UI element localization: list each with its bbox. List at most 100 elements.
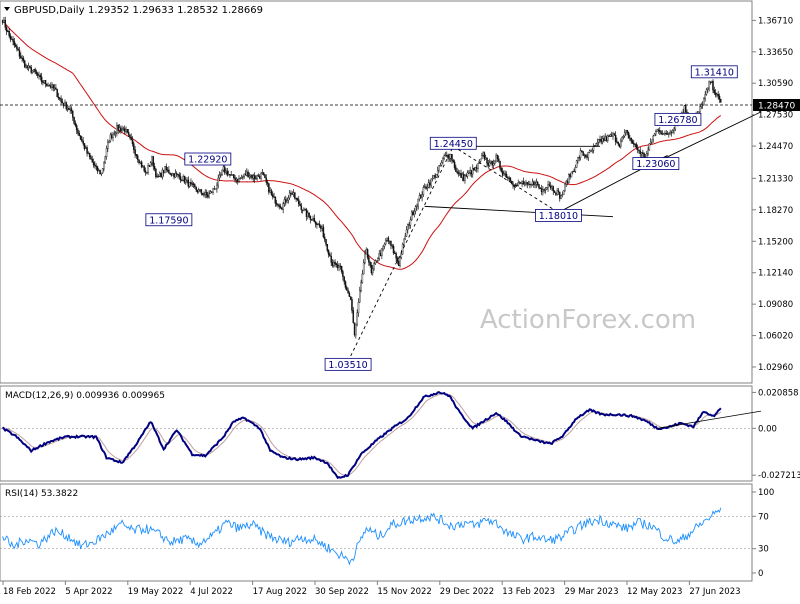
candle-body xyxy=(488,162,491,166)
macd-main-line xyxy=(1,391,722,480)
candle-body xyxy=(143,166,145,172)
candle-body xyxy=(700,104,703,107)
moving-average-line xyxy=(2,20,722,270)
candle-body xyxy=(126,129,129,133)
candle-body xyxy=(257,175,260,177)
trendline xyxy=(658,111,762,162)
candle-body xyxy=(490,160,492,163)
candle-body xyxy=(147,165,149,173)
candle-body xyxy=(633,143,635,145)
candle-body xyxy=(282,203,284,210)
date-tick-label: 17 Aug 2022 xyxy=(253,587,307,597)
candle-body xyxy=(95,165,97,167)
candle-body xyxy=(251,175,253,179)
candle-body xyxy=(647,149,649,154)
candle-body xyxy=(709,81,712,83)
candle-body xyxy=(500,167,503,172)
candle-body xyxy=(339,265,342,267)
candle-body xyxy=(107,141,109,149)
candle-body xyxy=(342,271,344,277)
candle-body xyxy=(609,134,612,137)
candle-body xyxy=(133,143,135,150)
candle-body xyxy=(178,174,181,177)
candle-body xyxy=(361,273,364,283)
dropdown-triangle-icon[interactable] xyxy=(4,7,10,11)
x-axis-layer: 18 Feb 2022 5 Apr 2022 19 May 2022 4 Jul 20… xyxy=(2,581,741,597)
candle-body xyxy=(260,173,262,179)
candle-body xyxy=(252,175,255,179)
candle-body xyxy=(400,253,403,258)
price-tick-label: 1.30590 xyxy=(758,79,793,89)
candle-body xyxy=(213,188,216,190)
candle-body xyxy=(384,240,387,245)
candle-body xyxy=(664,133,666,135)
candle-body xyxy=(522,181,525,185)
candle-body xyxy=(588,150,591,153)
candle-body xyxy=(420,195,422,198)
candle-body xyxy=(116,125,118,133)
candle-body xyxy=(255,178,257,180)
candle-body xyxy=(379,253,382,257)
candle-body xyxy=(378,253,380,259)
candle-body xyxy=(227,174,230,176)
price-tick-label: 1.15200 xyxy=(758,237,793,247)
candle-body xyxy=(521,181,523,184)
candle-body xyxy=(434,175,436,178)
candle-body xyxy=(153,166,156,170)
candle-body xyxy=(77,129,79,134)
candle-body xyxy=(701,104,704,106)
candle-body xyxy=(183,176,186,183)
candle-body xyxy=(307,212,309,217)
candle-body xyxy=(365,249,368,255)
candle-body xyxy=(209,191,212,195)
candle-body xyxy=(559,191,561,199)
candle-body xyxy=(566,181,569,183)
candle-body xyxy=(197,189,200,192)
price-annotation-label: 1.03510 xyxy=(328,360,367,371)
candle-body xyxy=(155,168,157,178)
candle-body xyxy=(474,167,477,171)
candle-body xyxy=(456,171,458,173)
candle-body xyxy=(162,169,165,174)
candle-body xyxy=(608,135,610,137)
candle-body xyxy=(499,160,501,169)
candle-body xyxy=(3,19,5,23)
candle-body xyxy=(469,170,471,173)
candle-body xyxy=(583,154,586,157)
candle-body xyxy=(296,198,299,200)
candle-body xyxy=(275,203,278,205)
candle-body xyxy=(330,256,332,263)
candle-body xyxy=(465,175,468,177)
candle-body xyxy=(259,176,261,179)
candle-body xyxy=(481,154,483,160)
price-annotation-box xyxy=(690,65,738,79)
candle-body xyxy=(299,203,301,206)
candle-body xyxy=(152,156,155,167)
candle-body xyxy=(190,182,192,184)
price-annotation-label: 1.24450 xyxy=(434,139,473,150)
candle-body xyxy=(220,174,222,176)
candle-body xyxy=(578,157,580,159)
candle-body xyxy=(512,183,514,186)
candle-body xyxy=(418,195,421,200)
candle-body xyxy=(655,131,657,135)
candle-body xyxy=(718,95,721,100)
candle-body xyxy=(7,30,9,33)
candle-body xyxy=(387,237,390,242)
rsi-line xyxy=(2,507,722,566)
candle-body xyxy=(453,161,456,168)
candle-body xyxy=(83,143,86,149)
rsi-tick-label: 70 xyxy=(758,512,769,522)
candle-body xyxy=(51,84,53,88)
candle-body xyxy=(26,65,29,68)
candle-body xyxy=(225,170,227,173)
candle-body xyxy=(473,168,475,171)
candle-body xyxy=(359,290,361,303)
candle-body xyxy=(487,163,490,166)
candle-body xyxy=(460,173,462,178)
candle-body xyxy=(471,168,474,175)
candle-body xyxy=(101,168,104,174)
candle-body xyxy=(570,171,573,178)
